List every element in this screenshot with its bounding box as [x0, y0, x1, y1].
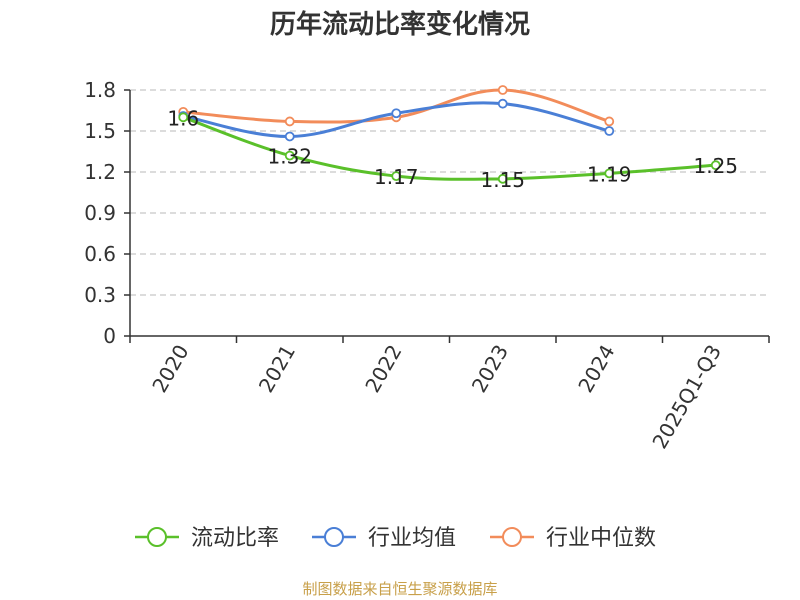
- legend-marker: [502, 527, 522, 547]
- legend-marker: [324, 527, 344, 547]
- data-point: [391, 171, 402, 182]
- data-point: [284, 150, 295, 161]
- chart-title: 历年流动比率变化情况: [269, 10, 530, 40]
- data-point: [497, 98, 508, 109]
- series-line-0: [182, 115, 716, 181]
- data-label: 1.32: [267, 145, 312, 169]
- data-point: [497, 173, 508, 184]
- data-label: 1.25: [693, 154, 738, 178]
- y-tick-label: 1.8: [84, 78, 116, 102]
- legend-marker: [147, 527, 167, 547]
- axis-layer: 0 0.3 0.6 0.9 1.2 1.5 1.8 2020 2021 2022 2023 2024 2…: [84, 78, 770, 453]
- data-point: [604, 126, 615, 136]
- x-tick-label: 2024: [573, 341, 619, 397]
- data-label: 1.17: [374, 165, 419, 189]
- y-tick-label: 0: [103, 324, 116, 348]
- x-tick-label: 2022: [360, 341, 406, 397]
- x-tick-label: 2021: [254, 341, 300, 397]
- data-point: [604, 116, 615, 127]
- x-tick-label: 2020: [147, 341, 193, 397]
- data-point: [178, 112, 189, 123]
- legend: 流动比率 行业均值 行业中位数: [135, 526, 656, 551]
- data-label: 1.19: [587, 162, 632, 186]
- data-point: [391, 108, 402, 119]
- legend-label: 流动比率: [191, 526, 279, 551]
- data-point: [284, 131, 295, 142]
- grid-layer: [130, 89, 769, 296]
- x-tick-label: 2023: [467, 341, 513, 397]
- y-tick-label: 0.3: [84, 283, 116, 307]
- y-tick-label: 1.2: [84, 160, 116, 184]
- legend-label: 行业中位数: [546, 526, 656, 551]
- y-tick-label: 0.9: [84, 201, 116, 225]
- data-label: 1.6: [167, 106, 199, 130]
- data-point: [497, 85, 508, 95]
- y-tick-label: 0.6: [84, 242, 116, 266]
- x-tick-label: 2025Q1-Q3: [647, 341, 726, 453]
- data-point: [284, 116, 295, 127]
- source-note: 制图数据来自恒生聚源数据库: [302, 580, 498, 598]
- data-point: [604, 168, 615, 179]
- data-point: [710, 160, 721, 171]
- label-layer: 1.6 1.32 1.17 1.15 1.19 1.25: [167, 106, 738, 191]
- series-layer: [178, 85, 721, 184]
- data-label: 1.15: [480, 168, 525, 192]
- legend-label: 行业均值: [368, 526, 456, 551]
- y-tick-label: 1.5: [84, 119, 116, 143]
